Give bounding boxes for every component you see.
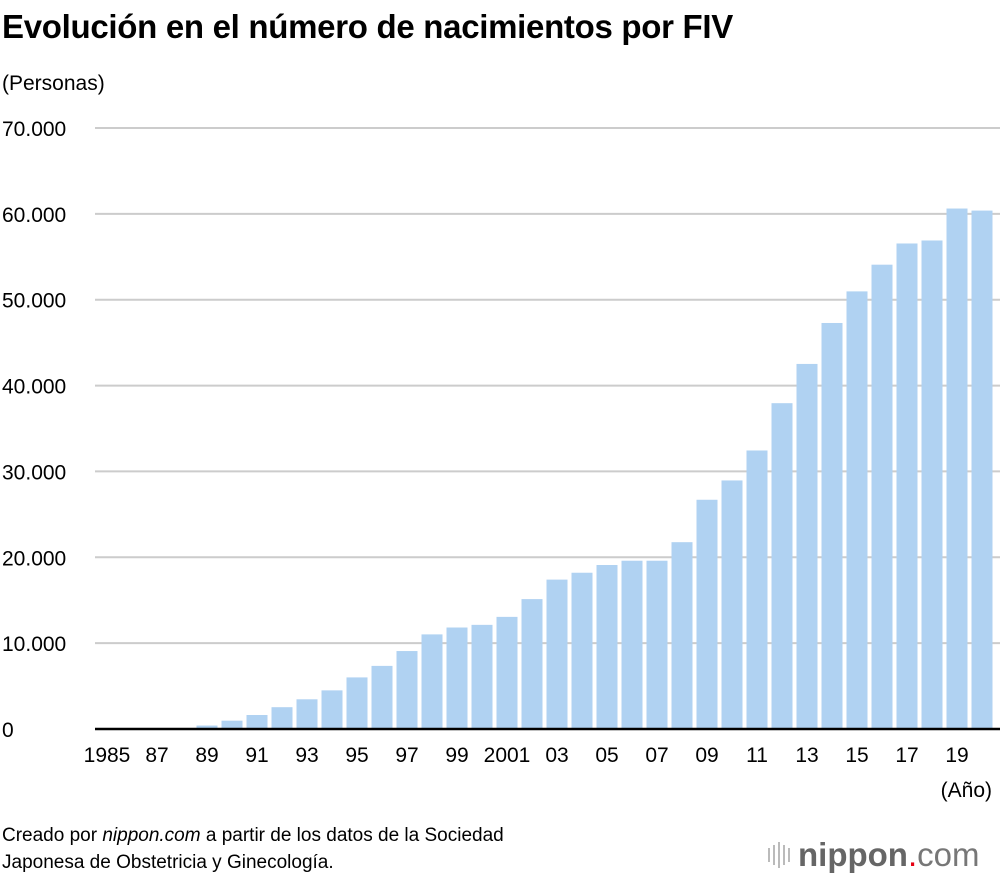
bar-2012 <box>771 403 793 729</box>
bar-1992 <box>271 707 293 729</box>
x-tick-label: 95 <box>345 744 368 767</box>
source-prefix: Creado por <box>2 825 103 846</box>
bar-2000 <box>471 624 493 729</box>
logo-name: nippon <box>798 836 908 873</box>
bar-1989 <box>196 725 218 729</box>
logo-dot: . <box>907 836 918 873</box>
bar-2019 <box>946 208 968 729</box>
chart-title: Evolución en el número de nacimientos po… <box>2 8 733 45</box>
bar-2011 <box>746 450 768 729</box>
x-tick-label: 17 <box>895 744 918 767</box>
x-tick-label: 2001 <box>484 744 531 767</box>
source-suffix: a partir de los datos de la Sociedad <box>200 825 504 846</box>
bar-1990 <box>221 720 243 729</box>
bar-1998 <box>421 634 443 729</box>
y-tick-label: 40.000 <box>2 376 66 399</box>
bar-1997 <box>396 651 418 729</box>
y-tick-label: 10.000 <box>2 633 66 656</box>
logo-tld: com <box>917 836 980 873</box>
bar-1994 <box>321 690 343 729</box>
y-tick-label: 30.000 <box>2 461 66 484</box>
bar-2008 <box>671 542 693 729</box>
source-note: Creado por nippon.com a partir de los da… <box>2 822 504 876</box>
x-tick-label: 13 <box>795 744 818 767</box>
x-axis-unit-label: (Año) <box>941 779 992 802</box>
bar-1993 <box>296 699 318 729</box>
bar-2007 <box>646 560 668 729</box>
bar-2014 <box>821 322 843 729</box>
bar-2006 <box>621 560 643 729</box>
bar-1996 <box>371 665 393 729</box>
source-line2: Japonesa de Obstetricia y Ginecología. <box>2 852 334 873</box>
y-tick-label: 70.000 <box>2 118 66 141</box>
x-tick-label: 99 <box>445 744 468 767</box>
x-tick-label: 93 <box>295 744 318 767</box>
x-tick-label: 87 <box>145 744 168 767</box>
x-tick-label: 19 <box>945 744 968 767</box>
bar-2009 <box>696 499 718 729</box>
bar-2020 <box>971 210 993 729</box>
bar-2002 <box>521 599 543 729</box>
bar-1991 <box>246 715 268 729</box>
x-tick-label: 03 <box>545 744 568 767</box>
bar-2004 <box>571 572 593 729</box>
bar-2016 <box>871 264 893 729</box>
y-tick-label: 20.000 <box>2 547 66 570</box>
x-tick-label: 91 <box>245 744 268 767</box>
source-site: nippon.com <box>102 825 201 846</box>
bar-2015 <box>846 291 868 729</box>
bar-2013 <box>796 363 818 729</box>
y-tick-label: 50.000 <box>2 290 66 313</box>
nippon-logo: nippon. com <box>768 836 979 874</box>
x-tick-label: 07 <box>645 744 668 767</box>
bar-2010 <box>721 480 743 729</box>
bar-1999 <box>446 627 468 729</box>
x-tick-label: 15 <box>845 744 868 767</box>
y-tick-label: 0 <box>2 719 14 742</box>
bar-2003 <box>546 579 568 729</box>
bar-2005 <box>596 565 618 729</box>
x-tick-label: 11 <box>746 744 768 767</box>
bar-2018 <box>921 240 943 730</box>
x-tick-label: 89 <box>195 744 218 767</box>
x-tick-label: 1985 <box>84 744 131 767</box>
bar-2001 <box>496 616 518 729</box>
y-tick-label: 60.000 <box>2 204 66 227</box>
x-tick-label: 05 <box>595 744 618 767</box>
logo-waves-icon <box>768 842 790 868</box>
y-axis-unit-label: (Personas) <box>2 72 105 95</box>
x-tick-label: 09 <box>695 744 718 767</box>
x-tick-label: 97 <box>395 744 418 767</box>
bar-2017 <box>896 243 918 730</box>
bar-1995 <box>346 677 368 729</box>
